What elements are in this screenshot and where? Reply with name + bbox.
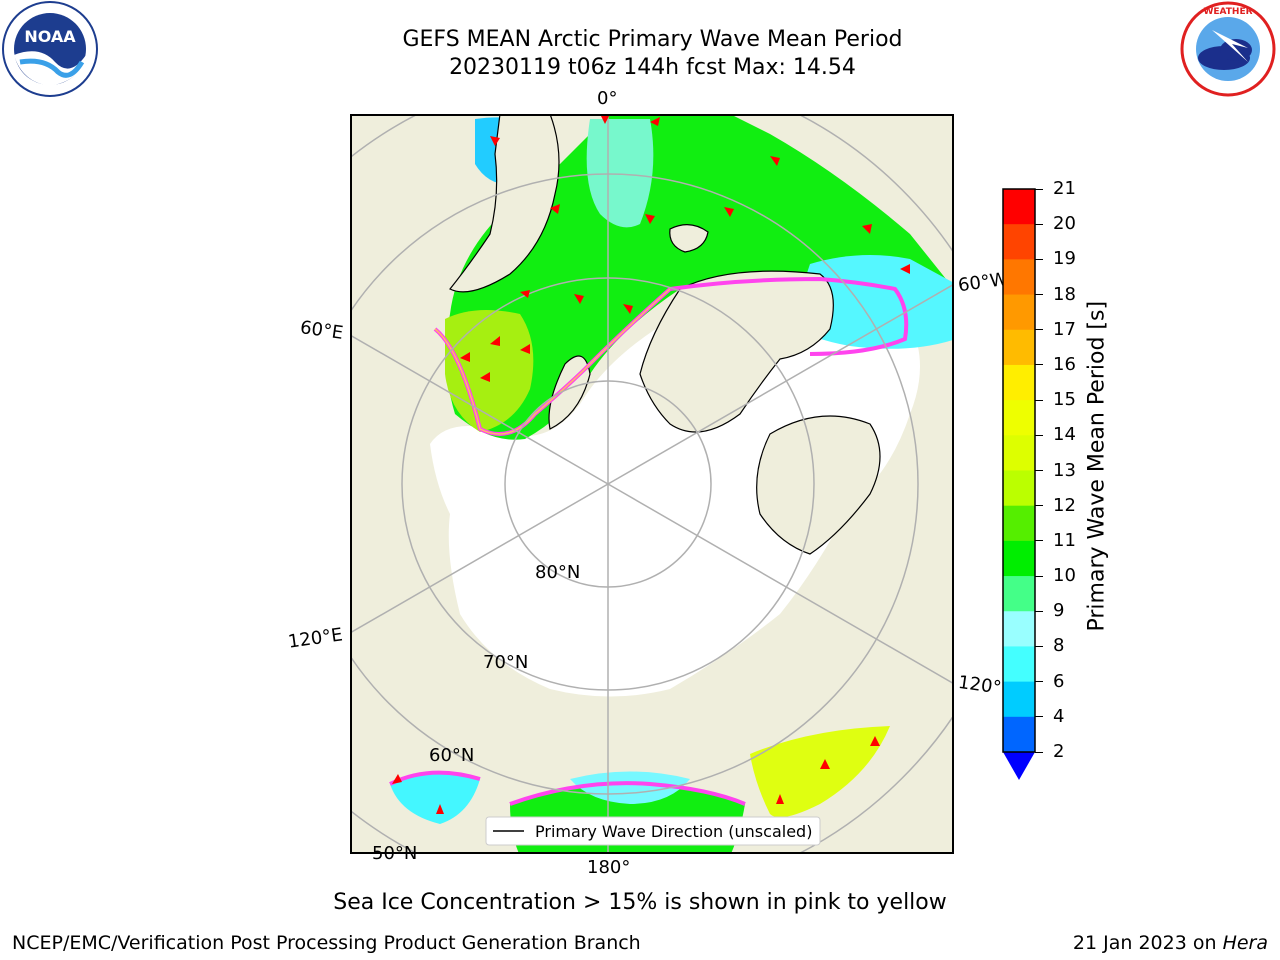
svalbard-land — [669, 224, 709, 253]
lat-label-70n: 70°N — [483, 652, 529, 673]
canadian-archipelago-land — [756, 415, 881, 555]
okhotsk-cyan-field — [390, 772, 480, 824]
colorbar-tick-mark — [1035, 399, 1043, 401]
gulf-of-alaska-yellow-field — [750, 726, 890, 818]
colorbar-bin — [1003, 224, 1035, 260]
colorbar-bin — [1003, 259, 1035, 296]
lat-label-80n: 80°N — [535, 562, 581, 583]
lat-label-60n: 60°N — [429, 745, 475, 766]
wave-direction-arrows — [392, 115, 910, 814]
colorbar-bin — [1003, 364, 1035, 401]
run-date-text: 21 Jan 2023 on — [1072, 932, 1223, 954]
lat-label-50n: 50°N — [372, 843, 418, 864]
sea-ice-edge-inner — [434, 288, 671, 435]
colorbar-tick-mark — [1035, 540, 1043, 542]
colorbar-bin — [1003, 611, 1035, 647]
colorbar-tick-mark — [1035, 329, 1043, 331]
colorbar-tick-mark — [1035, 505, 1043, 507]
bering-ice-edge — [509, 781, 746, 806]
colorbar-tick-label: 9 — [1053, 600, 1065, 622]
colorbar-bin — [1003, 470, 1035, 507]
colorbar-tick-mark — [1035, 223, 1043, 225]
lon-label-180: 180° — [587, 857, 631, 878]
norwegian-lightcyan-field — [586, 119, 654, 228]
colorbar-bin — [1003, 329, 1035, 366]
map-subtitle: 20230119 t06z 144h fcst Max: 14.54 — [449, 55, 856, 80]
graticule — [351, 115, 953, 853]
map-frame — [350, 114, 954, 854]
colorbar-tick-mark — [1035, 716, 1043, 718]
colorbar-bin — [1003, 189, 1035, 225]
arctic-map — [350, 114, 954, 854]
colorbar-bin — [1003, 716, 1035, 753]
colorbar-tick-label: 8 — [1053, 635, 1065, 657]
colorbar-tick-label: 16 — [1053, 353, 1076, 375]
colorbar-tick-label: 17 — [1053, 318, 1076, 340]
colorbar-label: Primary Wave Mean Period [s] — [1084, 300, 1110, 632]
colorbar-tick-label: 13 — [1053, 459, 1076, 481]
colorbar-tick-label: 6 — [1053, 670, 1065, 692]
colorbar-bin — [1003, 435, 1035, 471]
colorbar-tick-mark — [1035, 434, 1043, 436]
colorbar-bin — [1003, 540, 1035, 577]
colorbar-tick-label: 21 — [1053, 178, 1076, 199]
colorbar-tick-label: 12 — [1053, 494, 1076, 516]
colorbar-tick-mark — [1035, 294, 1043, 296]
lon-label-120e: 120°E — [286, 624, 344, 653]
barents-yellowgreen-field — [445, 310, 534, 432]
colorbar-tick-label: 15 — [1053, 389, 1076, 411]
sea-ice-note: Sea Ice Concentration > 15% is shown in … — [333, 890, 947, 915]
colorbar-tick-label: 10 — [1053, 565, 1076, 587]
legend-label: Primary Wave Direction (unscaled) — [535, 822, 813, 841]
colorbar-tick-label: 2 — [1053, 741, 1065, 762]
colorbar-tick-mark — [1035, 258, 1043, 260]
run-date: 21 Jan 2023 on Hera — [1073, 932, 1268, 954]
credit-text: NCEP/EMC/Verification Post Processing Pr… — [12, 932, 641, 954]
colorbar — [1002, 188, 1036, 780]
colorbar-tick-mark — [1035, 751, 1043, 753]
colorbar-under-extension — [1003, 752, 1035, 780]
lon-label-60e: 60°E — [298, 317, 345, 344]
sea-ice-region — [430, 283, 920, 697]
nws-logo: WEATHER — [1180, 1, 1276, 97]
svg-text:WEATHER: WEATHER — [1203, 7, 1252, 17]
colorbar-tick-label: 18 — [1053, 283, 1076, 305]
colorbar-tick-label: 19 — [1053, 248, 1076, 270]
colorbar-tick-mark — [1035, 470, 1043, 471]
colorbar-bin — [1003, 681, 1035, 718]
colorbar-tick-mark — [1035, 575, 1043, 577]
colorbar-tick-mark — [1035, 188, 1043, 190]
colorbar-bin — [1003, 505, 1035, 542]
machine-name: Hera — [1222, 932, 1268, 954]
colorbar-tick-mark — [1035, 681, 1043, 683]
colorbar-tick-label: 14 — [1053, 424, 1076, 446]
colorbar-tick-mark — [1035, 610, 1043, 612]
map-legend — [485, 816, 821, 846]
colorbar-tick-label: 20 — [1053, 213, 1076, 235]
colorbar-bin — [1003, 400, 1035, 436]
noaa-logo: NOAA — [2, 1, 98, 97]
svg-text:NOAA: NOAA — [24, 27, 76, 46]
map-title: GEFS MEAN Arctic Primary Wave Mean Perio… — [402, 27, 903, 52]
colorbar-bin — [1003, 576, 1035, 612]
colorbar-tick-label: 11 — [1053, 529, 1076, 551]
colorbar-bin — [1003, 294, 1035, 331]
colorbar-bin — [1003, 646, 1035, 683]
bering-lightcyan-field — [570, 771, 690, 804]
colorbar-tick-label: 4 — [1053, 705, 1065, 727]
lon-label-0: 0° — [597, 88, 618, 109]
colorbar-tick-mark — [1035, 364, 1043, 366]
colorbar-tick-mark — [1035, 645, 1043, 647]
greenland-land — [639, 270, 834, 433]
